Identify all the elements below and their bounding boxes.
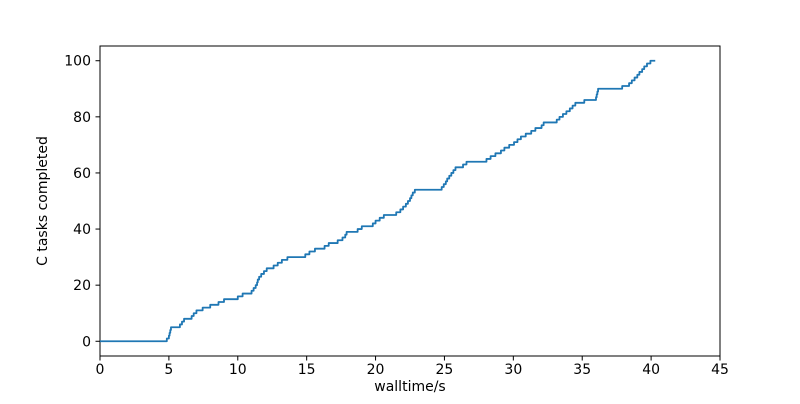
x-axis-tick-label: 40 [642, 362, 660, 378]
x-axis-tick-label: 5 [164, 362, 173, 378]
x-axis-tick-label: 15 [298, 362, 316, 378]
y-axis-tick-label: 40 [73, 222, 91, 238]
y-axis-tick-label: 0 [82, 334, 91, 350]
x-axis-tick-label: 35 [573, 362, 591, 378]
chart-generated-content: 0 5 10 15 20 25 30 35 40 45 0 20 40 60 80 100 [64, 45, 729, 378]
x-axis-tick-label: 0 [96, 362, 105, 378]
y-axis-tick-label: 20 [73, 278, 91, 294]
tasks-completed-step-line [100, 59, 656, 343]
y-axis-label: C tasks completed [35, 136, 51, 266]
x-axis-tick-label: 10 [229, 362, 247, 378]
y-axis-tick-label: 80 [73, 110, 91, 126]
y-axis-tick-label: 60 [73, 166, 91, 182]
x-axis-tick-label: 45 [711, 362, 729, 378]
axes-spines [99, 45, 721, 357]
x-axis-tick-label: 20 [367, 362, 385, 378]
x-axis-tick-label: 30 [504, 362, 522, 378]
y-axis-tick-label: 100 [64, 54, 91, 70]
x-axis-label: walltime/s [374, 379, 445, 395]
x-axis-tick-label: 25 [436, 362, 454, 378]
